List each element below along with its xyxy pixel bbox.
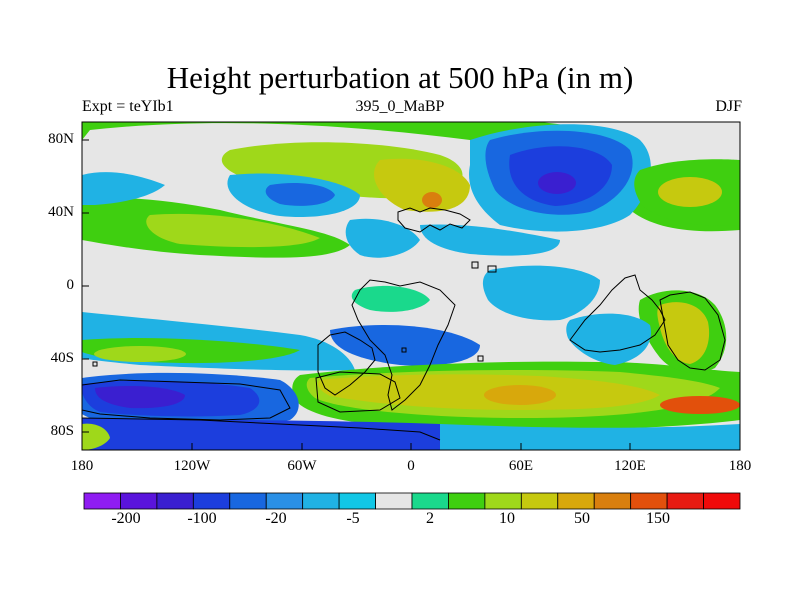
x-tick-label-180-east: 180	[728, 458, 752, 474]
island-marker-2	[487, 265, 497, 273]
x-tick-label-180-west: 180	[70, 458, 94, 474]
colorbar-swatch-11	[448, 492, 486, 510]
colorbar-label-2: -100	[187, 510, 217, 527]
negative-peak-asia	[538, 172, 576, 194]
positive-core-south-pacific	[94, 346, 186, 362]
coastline-southeast-asia	[569, 274, 666, 353]
y-tick-label-0: 0	[66, 277, 75, 293]
positive-region-antarctic-spot	[82, 423, 110, 450]
time-label: 395_0_MaBP	[355, 98, 445, 115]
colorbar-swatch-14	[557, 492, 595, 510]
colorbar-label-7: 50	[574, 510, 590, 527]
coastline-south-america	[317, 331, 376, 396]
colorbar-label-5: 2	[426, 510, 434, 527]
colorbar-swatch-6	[265, 492, 304, 510]
negative-region-northwest	[82, 172, 165, 205]
negative-region-north-atlantic	[345, 218, 420, 258]
negative-region-antarctic-east	[82, 418, 440, 450]
island-marker-1	[471, 261, 479, 269]
colorbar-label-4: -5	[346, 510, 360, 527]
colorbar-label-8: 150	[646, 510, 670, 527]
positive-region-north-core	[374, 158, 470, 212]
colorbar-swatch-13	[520, 492, 559, 510]
plot-title: Height perturbation at 500 hPa (in m)	[166, 60, 634, 95]
positive-peak-north	[422, 192, 442, 208]
positive-region-midlat-core	[146, 213, 320, 248]
colorbar-swatch-16	[630, 492, 668, 510]
coastline-africa	[351, 279, 456, 411]
axis-ticks	[82, 139, 631, 450]
coastline-australia	[659, 291, 726, 371]
positive-core-pacific-east	[658, 177, 722, 207]
experiment-label: Expt = teYIb1	[82, 98, 174, 115]
colorbar-label-6: 10	[499, 510, 515, 527]
negative-region-tropics	[482, 265, 600, 321]
colorbar-label-3: -20	[265, 510, 287, 527]
colorbar-swatch-18	[703, 492, 741, 510]
x-tick-label-120W: 120W	[173, 458, 211, 474]
y-tick-label-80S: 80S	[50, 423, 74, 439]
island-marker-4	[92, 361, 98, 367]
colorbar-swatch-5	[229, 492, 267, 510]
negative-region-central-asia	[420, 224, 560, 256]
colorbar-swatch-10	[411, 492, 449, 510]
colorbar-swatch-4	[192, 492, 231, 510]
y-tick-label-40N: 40N	[48, 204, 74, 220]
x-tick-label-120E: 120E	[614, 458, 646, 474]
colorbar-swatch-12	[484, 492, 522, 510]
negative-region-southwest-core	[95, 386, 185, 409]
colorbar-label-1: -200	[111, 510, 141, 527]
coastline-europe	[397, 207, 471, 233]
colorbar-swatch-15	[593, 492, 632, 510]
colorbar-swatch-1	[83, 492, 121, 510]
island-marker-5	[477, 355, 484, 362]
y-tick-label-40S: 40S	[50, 350, 74, 366]
colorbar	[83, 492, 741, 510]
colorbar-swatch-3	[156, 492, 194, 510]
contour-field	[82, 122, 740, 450]
island-marker-3	[401, 347, 407, 353]
coastline-southern-ridge	[82, 417, 441, 441]
colorbar-swatch-7	[302, 492, 340, 510]
colorbar-swatch-9	[375, 492, 413, 510]
colorbar-swatch-17	[666, 492, 704, 510]
coastlines	[82, 207, 726, 441]
negative-region-antarctic	[440, 424, 740, 450]
colorbar-swatch-2	[120, 492, 158, 510]
negative-region-australia	[566, 313, 651, 365]
x-tick-label-60W: 60W	[287, 458, 317, 474]
positive-peak-southern-ocean	[484, 385, 556, 405]
coastline-antarctica	[315, 371, 401, 413]
x-tick-label-0: 0	[407, 458, 415, 474]
y-tick-label-80N: 80N	[48, 131, 74, 147]
negative-peak-antarctic-pacific	[660, 396, 740, 414]
positive-region-south-atlantic-islands	[351, 285, 430, 312]
colorbar-swatch-8	[338, 492, 376, 510]
coastline-west-antarctica	[82, 379, 291, 421]
x-tick-label-60E: 60E	[508, 458, 534, 474]
negative-region-midlat-west-core	[265, 183, 335, 206]
season-label: DJF	[715, 98, 742, 115]
